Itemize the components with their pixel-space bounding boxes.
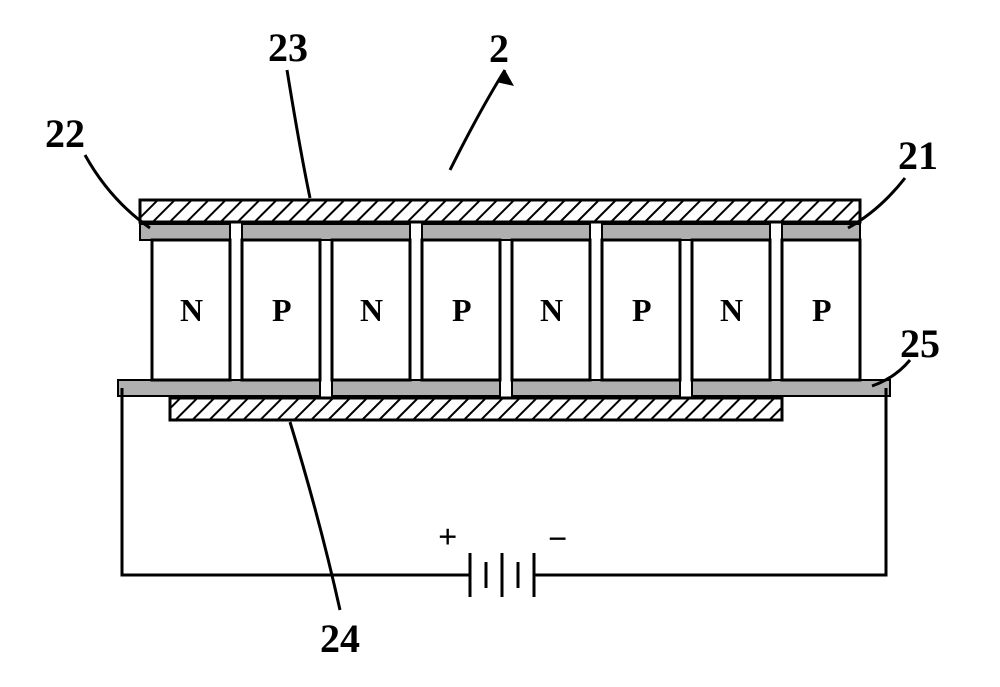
ref-22: 22 bbox=[45, 110, 85, 157]
top-plate bbox=[140, 200, 860, 222]
ref-25: 25 bbox=[900, 320, 940, 367]
leg-label: N bbox=[720, 292, 743, 329]
top-connector bbox=[602, 224, 770, 240]
leg-label: P bbox=[812, 292, 832, 329]
top-connector bbox=[242, 224, 410, 240]
leg-label: P bbox=[632, 292, 652, 329]
bottom-plate bbox=[170, 398, 782, 420]
leg-label: P bbox=[272, 292, 292, 329]
battery-minus: − bbox=[548, 521, 567, 559]
bottom-connector bbox=[512, 380, 680, 396]
ref-23: 23 bbox=[268, 24, 308, 71]
legs bbox=[152, 240, 860, 380]
battery-plus: + bbox=[438, 519, 457, 557]
leg-label: N bbox=[540, 292, 563, 329]
ref-24: 24 bbox=[320, 615, 360, 662]
bottom-connector bbox=[332, 380, 500, 396]
leg-label: P bbox=[452, 292, 472, 329]
leg-label: N bbox=[360, 292, 383, 329]
bottom-connector-lead-left bbox=[118, 380, 320, 396]
ref-21: 21 bbox=[898, 132, 938, 179]
battery-symbol bbox=[459, 553, 544, 597]
leg-label: N bbox=[180, 292, 203, 329]
ref-2: 2 bbox=[489, 25, 509, 72]
diagram-canvas bbox=[0, 0, 1000, 687]
bottom-connector-lead-right bbox=[692, 380, 890, 396]
top-connector bbox=[140, 224, 230, 240]
top-connector bbox=[422, 224, 590, 240]
